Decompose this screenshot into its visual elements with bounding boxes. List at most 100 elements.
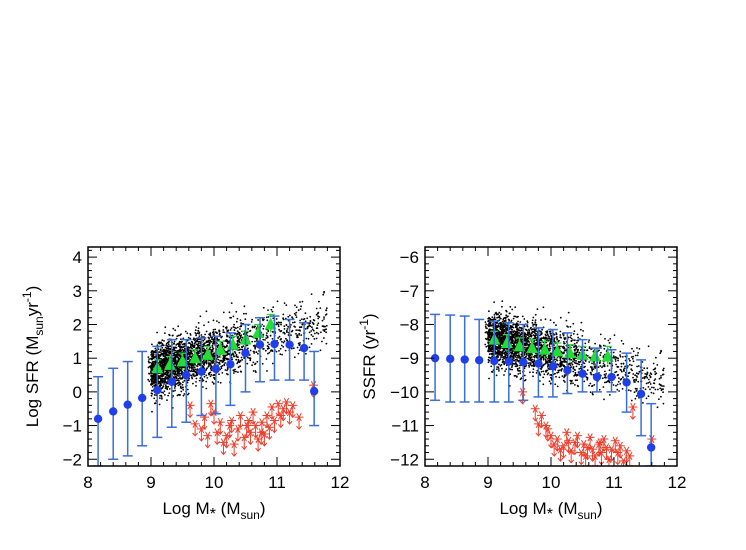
scatter-point (616, 388, 619, 391)
scatter-point (226, 369, 228, 372)
scatter-point (325, 307, 328, 310)
blue-median-point (226, 360, 235, 369)
scatter-point (627, 389, 630, 392)
scatter-point (627, 375, 629, 378)
scatter-point (147, 356, 150, 358)
scatter-point (165, 347, 168, 350)
scatter-point (167, 343, 170, 346)
scatter-point (213, 342, 215, 345)
scatter-point (253, 352, 256, 354)
scatter-point (163, 390, 166, 393)
scatter-point (239, 337, 242, 340)
scatter-point (245, 332, 248, 334)
scatter-point (194, 332, 197, 334)
scatter-point (168, 349, 170, 351)
scatter-point (254, 346, 256, 349)
scatter-point (276, 300, 279, 303)
scatter-point (309, 325, 312, 328)
scatter-point (152, 353, 155, 356)
scatter-point (484, 321, 487, 323)
scatter-point (154, 402, 157, 405)
scatter-point (198, 338, 201, 341)
red-asterisk (285, 407, 295, 425)
scatter-point (193, 344, 196, 347)
scatter-point (484, 331, 487, 334)
scatter-point (182, 388, 185, 391)
scatter-point (160, 394, 163, 397)
scatter-point (306, 326, 309, 328)
scatter-point (168, 392, 171, 394)
scatter-point (582, 330, 584, 332)
scatter-point (487, 337, 489, 339)
red-asterisk (269, 416, 279, 434)
scatter-point (581, 335, 584, 337)
scatter-point (314, 332, 316, 335)
scatter-point (509, 368, 512, 371)
red-asterisk (227, 416, 237, 434)
scatter-point (165, 359, 168, 362)
scatter-point (188, 369, 190, 371)
scatter-point (312, 329, 315, 332)
scatter-point (554, 372, 556, 375)
scatter-point (517, 320, 519, 323)
scatter-point (598, 349, 600, 352)
scatter-point (189, 370, 192, 373)
scatter-point (233, 370, 236, 372)
scatter-point (212, 328, 215, 331)
scatter-point (514, 306, 517, 308)
red-asterisk (267, 402, 277, 420)
scatter-point (205, 341, 208, 344)
scatter-point (152, 355, 155, 358)
red-asterisk (244, 416, 254, 434)
scatter-point (150, 367, 153, 370)
scatter-point (528, 333, 531, 336)
scatter-point (527, 358, 530, 360)
scatter-point (643, 377, 646, 380)
scatter-point (589, 391, 592, 394)
red-asterisk (235, 411, 245, 429)
scatter-point (182, 337, 185, 340)
scatter-point (224, 326, 227, 329)
scatter-point (618, 390, 620, 392)
scatter-point (169, 370, 172, 372)
scatter-point (297, 352, 300, 355)
scatter-point (662, 402, 665, 405)
scatter-point (603, 373, 606, 376)
scatter-point (628, 358, 630, 360)
scatter-point (179, 372, 182, 375)
scatter-point (323, 330, 326, 333)
scatter-point (152, 363, 155, 366)
scatter-point (562, 334, 565, 337)
scatter-point (235, 354, 238, 356)
scatter-point (198, 363, 200, 366)
scatter-point (527, 337, 530, 340)
scatter-point (526, 357, 529, 360)
scatter-point (636, 347, 638, 349)
scatter-point (539, 347, 542, 349)
scatter-point (250, 321, 253, 323)
scatter-point (168, 374, 170, 377)
scatter-point (310, 330, 313, 332)
scatter-point (320, 331, 322, 334)
scatter-point (251, 325, 254, 328)
scatter-point (248, 357, 251, 360)
scatter-point (267, 329, 270, 332)
scatter-point (534, 321, 537, 324)
scatter-point (186, 332, 189, 335)
scatter-point (617, 373, 619, 376)
scatter-point (321, 325, 324, 327)
scatter-point (511, 308, 514, 311)
blue-median-point (137, 393, 147, 403)
scatter-point (190, 369, 193, 372)
scatter-point (248, 335, 251, 338)
red-asterisk (294, 412, 304, 430)
scatter-point (174, 329, 177, 332)
scatter-point (285, 304, 288, 306)
scatter-point (609, 338, 612, 340)
scatter-point (202, 352, 205, 355)
scatter-point (662, 367, 665, 370)
scatter-point (195, 377, 198, 380)
scatter-point (173, 348, 176, 350)
scatter-point (597, 366, 600, 369)
scatter-point (312, 322, 315, 325)
